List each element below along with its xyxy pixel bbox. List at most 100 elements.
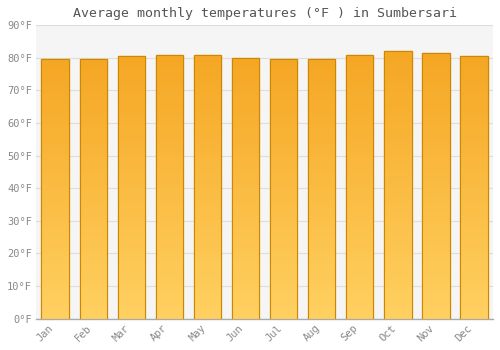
Bar xyxy=(118,125,145,130)
Bar xyxy=(42,215,69,220)
Bar xyxy=(80,215,107,220)
Bar xyxy=(194,60,221,65)
Bar xyxy=(422,138,450,143)
Bar xyxy=(80,158,107,163)
Bar xyxy=(194,97,221,102)
Bar xyxy=(232,68,260,74)
Bar xyxy=(232,287,260,293)
Bar xyxy=(422,111,450,117)
Bar xyxy=(232,246,260,251)
Bar xyxy=(308,142,336,148)
Bar xyxy=(308,199,336,204)
Bar xyxy=(42,189,69,194)
Bar xyxy=(80,231,107,236)
Bar xyxy=(80,142,107,148)
Bar xyxy=(42,267,69,272)
Bar xyxy=(194,70,221,76)
Bar xyxy=(80,80,107,85)
Bar xyxy=(232,94,260,100)
Bar xyxy=(384,89,411,94)
Bar xyxy=(460,313,487,318)
Bar xyxy=(460,256,487,261)
Bar xyxy=(80,287,107,293)
Bar xyxy=(118,256,145,261)
Bar xyxy=(270,96,297,101)
Bar xyxy=(80,257,107,261)
Bar xyxy=(156,171,183,176)
Bar xyxy=(118,140,145,146)
Bar xyxy=(42,236,69,241)
Bar xyxy=(118,77,145,83)
Bar xyxy=(80,199,107,204)
Bar xyxy=(194,123,221,128)
Bar xyxy=(42,122,69,127)
Bar xyxy=(346,176,374,181)
Bar xyxy=(232,183,260,188)
Bar xyxy=(384,313,411,318)
Bar xyxy=(460,198,487,203)
Bar xyxy=(194,271,221,277)
Bar xyxy=(156,313,183,318)
Bar xyxy=(42,199,69,204)
Bar xyxy=(80,65,107,70)
Bar xyxy=(80,308,107,313)
Bar xyxy=(156,303,183,308)
Bar xyxy=(42,184,69,189)
Bar xyxy=(346,86,374,92)
Bar xyxy=(270,60,297,318)
Bar xyxy=(384,121,411,126)
Bar xyxy=(118,93,145,98)
Bar xyxy=(80,246,107,251)
Bar xyxy=(42,117,69,122)
Bar xyxy=(308,184,336,189)
Bar xyxy=(422,313,450,318)
Bar xyxy=(156,292,183,298)
Bar xyxy=(42,85,69,91)
Bar xyxy=(308,303,336,308)
Bar xyxy=(80,189,107,194)
Bar xyxy=(422,181,450,186)
Bar xyxy=(270,137,297,142)
Bar xyxy=(80,117,107,122)
Bar xyxy=(232,303,260,308)
Bar xyxy=(42,194,69,200)
Bar xyxy=(156,208,183,213)
Bar xyxy=(384,78,411,83)
Bar xyxy=(80,96,107,101)
Bar xyxy=(308,75,336,80)
Bar xyxy=(346,118,374,123)
Bar xyxy=(118,276,145,282)
Bar xyxy=(156,176,183,181)
Bar xyxy=(156,97,183,102)
Bar xyxy=(384,271,411,276)
Bar xyxy=(118,72,145,77)
Bar xyxy=(194,229,221,234)
Bar xyxy=(118,250,145,256)
Bar xyxy=(42,272,69,277)
Bar xyxy=(42,168,69,174)
Bar xyxy=(346,313,374,318)
Bar xyxy=(308,122,336,127)
Bar xyxy=(308,189,336,194)
Bar xyxy=(422,64,450,69)
Bar xyxy=(194,245,221,250)
Bar xyxy=(42,277,69,282)
Bar xyxy=(384,276,411,281)
Bar xyxy=(80,163,107,168)
Bar xyxy=(156,55,183,318)
Bar xyxy=(194,298,221,303)
Bar xyxy=(270,91,297,96)
Bar xyxy=(80,70,107,75)
Bar xyxy=(80,277,107,282)
Bar xyxy=(232,110,260,115)
Bar xyxy=(270,174,297,178)
Bar xyxy=(270,267,297,272)
Bar xyxy=(422,69,450,74)
Bar xyxy=(384,126,411,132)
Bar xyxy=(308,257,336,261)
Bar xyxy=(156,255,183,260)
Bar xyxy=(42,303,69,308)
Bar xyxy=(270,282,297,287)
Bar xyxy=(194,255,221,260)
Bar xyxy=(80,272,107,277)
